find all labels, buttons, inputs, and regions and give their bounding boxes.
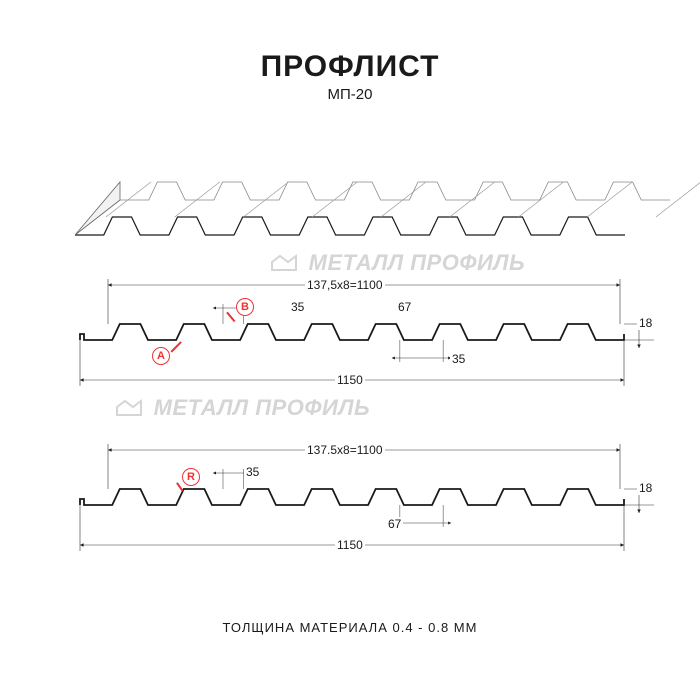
dim-p2-valleyw: 67 <box>386 517 403 531</box>
callout-r: R <box>182 468 200 486</box>
dim-p1-pitch: 67 <box>396 300 413 314</box>
dim-p1-bottom: 1150 <box>335 373 365 387</box>
dim-p1-h: 18 <box>637 316 654 330</box>
dim-p2-topw: 35 <box>244 465 261 479</box>
isometric-view <box>75 182 700 235</box>
footer-text: ТОЛЩИНА МАТЕРИАЛА 0.4 - 0.8 ММ <box>0 620 700 635</box>
profile-section-2 <box>80 444 654 551</box>
dim-p2-h: 18 <box>637 481 654 495</box>
profile-section-1 <box>80 279 654 386</box>
dim-p1-topw: 35 <box>289 300 306 314</box>
dim-p2-top: 137.5x8=1100 <box>305 443 385 457</box>
dim-p1-valleyw: 35 <box>450 352 467 366</box>
callout-b: B <box>236 298 254 316</box>
dim-p2-bottom: 1150 <box>335 538 365 552</box>
dim-p1-top: 137,5х8=1100 <box>305 278 385 292</box>
callout-a: A <box>152 347 170 365</box>
diagram-svg <box>0 0 700 700</box>
